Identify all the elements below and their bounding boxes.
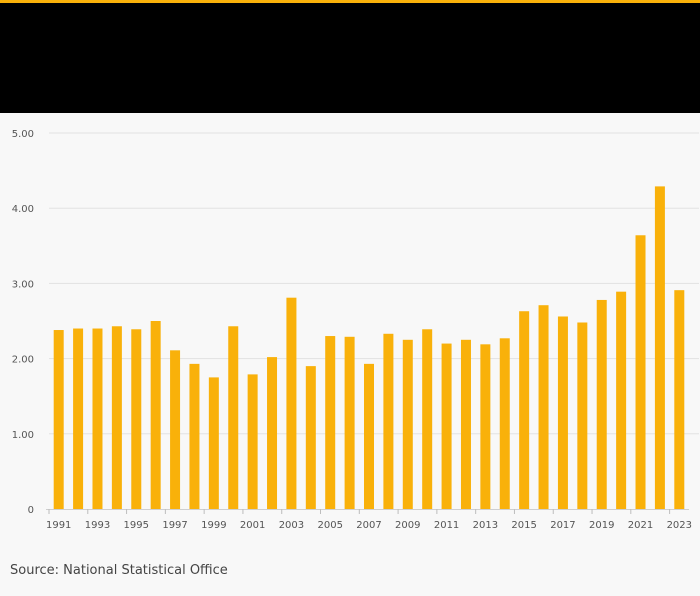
bar-2021: [635, 235, 646, 509]
y-tick-label: 0: [28, 505, 34, 516]
bar-2008: [383, 333, 394, 509]
bar-2002: [267, 357, 278, 509]
bar-1991: [53, 330, 64, 509]
bar-2019: [596, 299, 607, 509]
bar-2010: [422, 329, 433, 509]
x-tick-label: 2009: [395, 520, 420, 531]
bar-2016: [538, 305, 549, 509]
bar-1996: [150, 321, 161, 509]
x-tick-label: 1991: [46, 520, 71, 531]
x-tick-label: 2001: [240, 520, 265, 531]
bar-1998: [189, 363, 200, 509]
x-tick-label: 1993: [85, 520, 110, 531]
bar-2017: [557, 316, 568, 509]
x-tick-label: 1995: [124, 520, 149, 531]
x-tick-label: 1997: [162, 520, 187, 531]
y-tick-label: 2.00: [12, 355, 34, 366]
x-axis: 1991 1993 1995 1997 1999 2001 2003 2005 2007 2009…: [46, 509, 692, 531]
bar-2006: [344, 336, 355, 509]
bar-2005: [325, 336, 336, 509]
x-tick-label: 2017: [550, 520, 575, 531]
bar-1999: [208, 377, 219, 509]
bar-2007: [364, 363, 374, 509]
x-tick-label: 2023: [667, 520, 692, 531]
bar-2000: [228, 326, 239, 509]
bar-1995: [131, 329, 142, 509]
y-axis-labels: 0 1.00 2.00 3.00 4.00 5.00: [12, 129, 34, 516]
bar-1993: [92, 328, 103, 509]
x-tick-label: 2007: [356, 520, 381, 531]
y-tick-label: 5.00: [12, 129, 34, 140]
bar-2020: [616, 291, 627, 509]
x-tick-label: 2003: [279, 520, 304, 531]
bar-2018: [577, 322, 588, 509]
x-tick-label: 2011: [434, 520, 459, 531]
x-tick-label: 2005: [317, 520, 342, 531]
source-note: Source: National Statistical Office: [10, 563, 228, 578]
x-tick-label: 2013: [473, 520, 498, 531]
bar-2009: [402, 339, 413, 509]
x-tick-label: 2021: [628, 520, 653, 531]
bar-2022: [654, 186, 665, 509]
bar-2003: [286, 297, 297, 509]
bar-2014: [499, 338, 510, 509]
bars: [53, 186, 685, 509]
bar-2001: [247, 374, 258, 509]
x-tick-label: 2015: [511, 520, 536, 531]
chart-area: 0 1.00 2.00 3.00 4.00 5.00 1991 1993 1995 1997 19…: [0, 113, 700, 553]
bar-2015: [519, 311, 530, 509]
bar-2023: [674, 290, 685, 509]
y-tick-label: 1.00: [12, 430, 34, 441]
x-tick-label: 2019: [589, 520, 614, 531]
bar-2012: [460, 339, 471, 509]
bar-chart: 01.002.003.004.005.00 1991 1993 1995 1997 19…: [12, 129, 699, 531]
bar-1992: [73, 328, 84, 509]
bar-1994: [111, 326, 122, 509]
y-tick-label: 4.00: [12, 204, 34, 215]
bar-2011: [441, 343, 452, 509]
bar-2004: [305, 366, 316, 509]
y-tick-label: 3.00: [12, 279, 34, 290]
bar-1997: [170, 350, 181, 509]
x-tick-label: 1999: [201, 520, 226, 531]
header-banner: [0, 0, 700, 113]
bar-2013: [480, 344, 491, 509]
